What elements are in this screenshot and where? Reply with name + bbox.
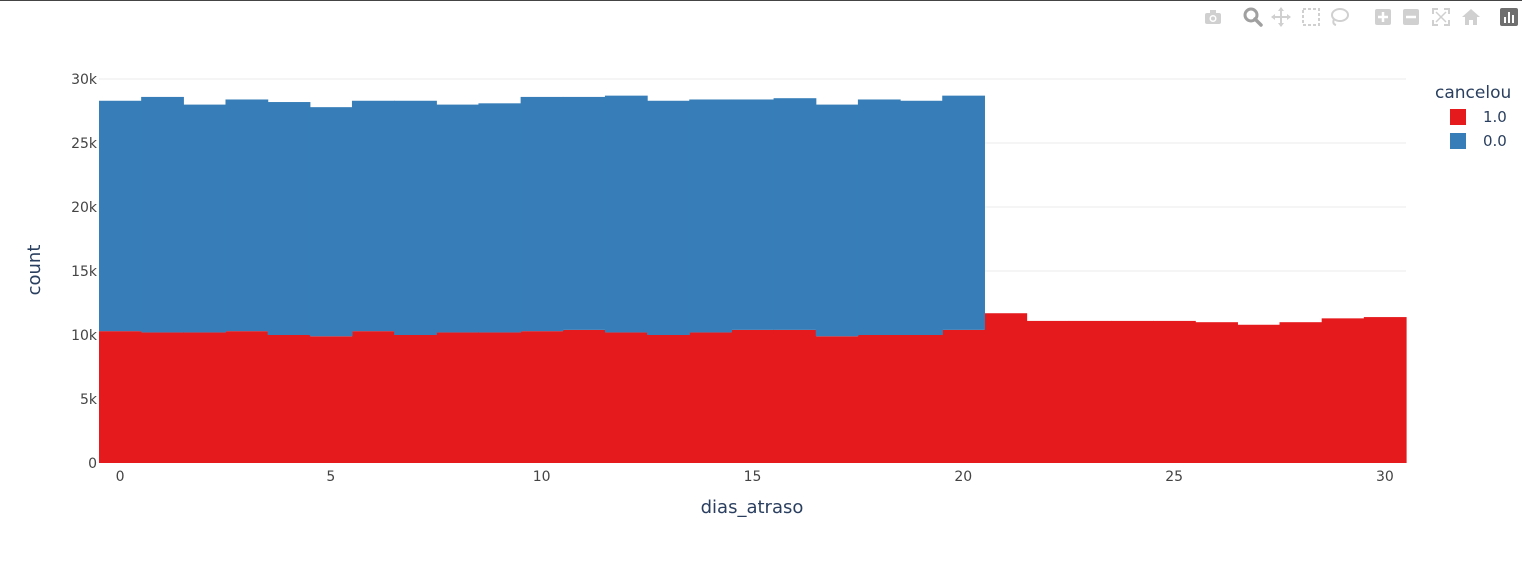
x-tick-label: 15 xyxy=(744,469,762,485)
bar-series-1-0-x7[interactable] xyxy=(394,335,437,463)
box-select-icon[interactable] xyxy=(1300,6,1322,28)
bar-series-0-0-x8[interactable] xyxy=(436,104,480,333)
bar-series-0-0-x13[interactable] xyxy=(647,100,690,335)
x-tick-label: 30 xyxy=(1376,469,1394,485)
bar-series-0-0-x19[interactable] xyxy=(900,100,943,335)
bar-series-1-0-x1[interactable] xyxy=(141,332,184,463)
y-tick-label: 0 xyxy=(88,456,97,472)
x-tick-label: 0 xyxy=(116,469,125,485)
bar-series-1-0-x16[interactable] xyxy=(773,329,817,463)
pan-icon[interactable] xyxy=(1270,6,1292,28)
legend-swatch-0-0[interactable] xyxy=(1450,133,1466,149)
bar-series-1-0-x29[interactable] xyxy=(1321,318,1365,463)
bar-series-1-0-x18[interactable] xyxy=(857,335,901,463)
bar-series-1-0-x6[interactable] xyxy=(351,331,395,463)
bar-series-1-0-x17[interactable] xyxy=(815,336,859,463)
top-border-line xyxy=(0,0,1522,1)
y-tick-label: 5k xyxy=(80,392,98,408)
bar-series-1-0-x11[interactable] xyxy=(562,329,606,463)
legend-swatch-1-0[interactable] xyxy=(1450,109,1466,125)
bar-series-1-0-x5[interactable] xyxy=(309,336,353,463)
camera-icon[interactable] xyxy=(1202,6,1224,28)
bar-series-0-0-x0[interactable] xyxy=(99,100,142,332)
y-tick-label: 30k xyxy=(71,72,98,88)
bar-series-1-0-x4[interactable] xyxy=(267,335,311,463)
bar-series-0-0-x1[interactable] xyxy=(141,96,184,333)
x-tick-label: 5 xyxy=(326,469,335,485)
bar-series-1-0-x19[interactable] xyxy=(900,335,943,463)
bar-series-1-0-x14[interactable] xyxy=(689,332,733,463)
x-tick-label: 25 xyxy=(1165,469,1183,485)
x-tick-label: 20 xyxy=(954,469,972,485)
bar-series-1-0-x20[interactable] xyxy=(942,329,985,463)
zoom-icon[interactable] xyxy=(1242,6,1264,28)
bar-series-1-0-x30[interactable] xyxy=(1363,317,1407,463)
bar-series-1-0-x10[interactable] xyxy=(520,331,564,463)
bar-series-0-0-x7[interactable] xyxy=(394,100,437,335)
y-axis-title: count xyxy=(24,245,45,296)
bar-series-1-0-x23[interactable] xyxy=(1068,320,1112,463)
y-tick-label: 15k xyxy=(71,264,98,280)
bar-series-0-0-x18[interactable] xyxy=(857,99,901,335)
home-icon[interactable] xyxy=(1460,6,1482,28)
axes: 0 5k 10k 15k 20k 25k 30k 0 5 10 15 20 25 30 xyxy=(71,72,1394,485)
bar-series-1-0-x26[interactable] xyxy=(1195,322,1238,463)
bar-series-0-0-x15[interactable] xyxy=(731,99,775,330)
zoom-out-icon[interactable] xyxy=(1400,6,1422,28)
bar-series-0-0-x3[interactable] xyxy=(225,99,269,332)
zoom-in-icon[interactable] xyxy=(1372,6,1394,28)
x-tick-label: 10 xyxy=(533,469,551,485)
x-axis-title: dias_atraso xyxy=(701,497,804,518)
bar-series-0-0-x4[interactable] xyxy=(267,102,311,335)
bar-series-1-0-x0[interactable] xyxy=(99,331,142,463)
bar-series-1-0-x24[interactable] xyxy=(1110,320,1154,463)
bar-series-0-0-x16[interactable] xyxy=(773,98,817,330)
bar-series-1-0-x2[interactable] xyxy=(183,332,227,463)
bar-series-1-0-x13[interactable] xyxy=(647,335,690,463)
bar-series-0-0-x6[interactable] xyxy=(351,100,395,332)
bar-series-0-0-x20[interactable] xyxy=(942,95,985,330)
bar-series-1-0-x9[interactable] xyxy=(478,332,522,463)
bar-series-1-0-x27[interactable] xyxy=(1237,324,1281,463)
bar-series-0-0-x9[interactable] xyxy=(478,103,522,333)
bar-series-1-0-x22[interactable] xyxy=(1026,320,1070,463)
bar-series-0-0-x12[interactable] xyxy=(604,95,648,333)
bar-series-1-0-x12[interactable] xyxy=(604,332,648,463)
bar-series-0-0-x17[interactable] xyxy=(815,104,859,337)
bar-series-1-0-x21[interactable] xyxy=(984,313,1028,463)
plotly-logo-icon[interactable] xyxy=(1498,6,1520,28)
bar-series-1-0-x8[interactable] xyxy=(436,332,480,463)
legend-title: cancelou xyxy=(1435,83,1511,103)
bar-series-0-0-x2[interactable] xyxy=(183,104,227,333)
y-tick-label: 20k xyxy=(71,200,98,216)
lasso-select-icon[interactable] xyxy=(1328,6,1350,28)
legend-label-0-0[interactable]: 0.0 xyxy=(1483,132,1507,150)
bar-series-1-0-x15[interactable] xyxy=(731,329,775,463)
y-tick-label: 10k xyxy=(71,328,98,344)
autoscale-icon[interactable] xyxy=(1430,6,1452,28)
bars xyxy=(99,95,1407,463)
bar-series-0-0-x14[interactable] xyxy=(689,99,733,333)
legend[interactable]: cancelou 1.0 0.0 xyxy=(1435,83,1511,150)
bar-series-0-0-x5[interactable] xyxy=(309,107,353,337)
plot-modebar xyxy=(1200,6,1520,28)
bar-series-0-0-x10[interactable] xyxy=(520,96,564,332)
bar-series-0-0-x11[interactable] xyxy=(562,96,606,330)
bar-series-1-0-x28[interactable] xyxy=(1279,322,1323,463)
bar-series-1-0-x25[interactable] xyxy=(1153,320,1196,463)
y-tick-label: 25k xyxy=(71,136,98,152)
legend-label-1-0[interactable]: 1.0 xyxy=(1483,108,1507,126)
bar-series-1-0-x3[interactable] xyxy=(225,331,269,463)
